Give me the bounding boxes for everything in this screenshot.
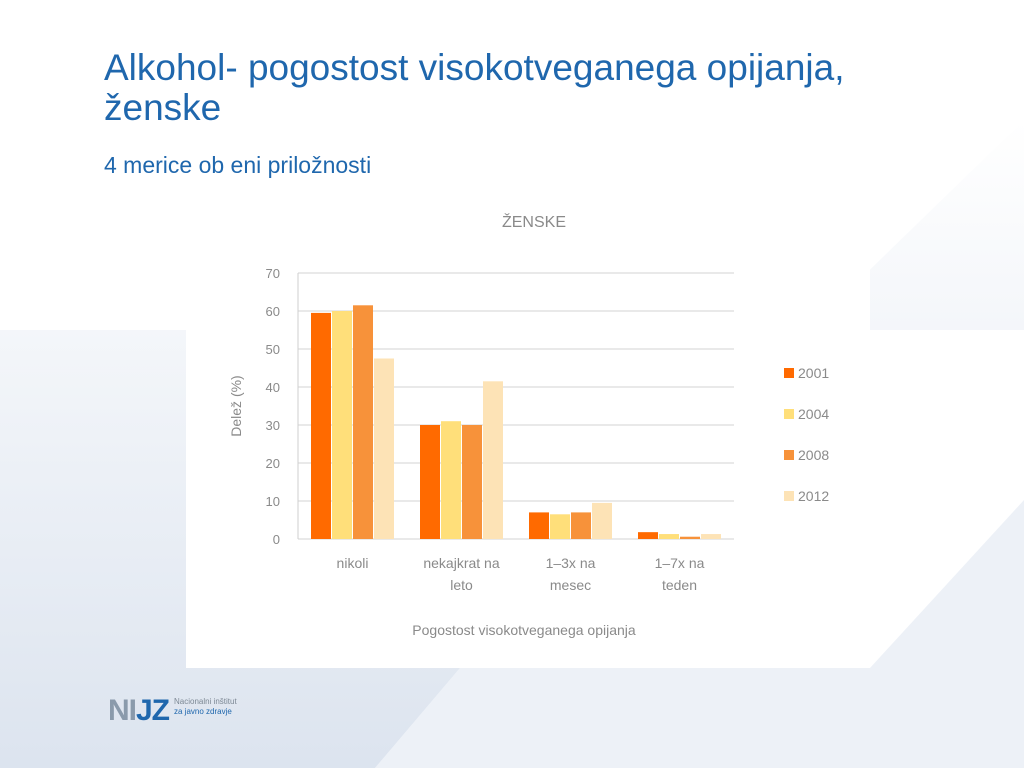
x-tick-label: teden [662,577,697,593]
logo-line1: Nacionalni inštitut [174,697,237,706]
y-axis-label: Delež (%) [228,375,244,436]
bar-2001 [529,512,549,539]
bar-2012 [701,534,721,539]
bar-2004 [659,534,679,539]
legend-swatch-2004 [784,409,794,419]
logo-mark: NIJZ [108,694,170,728]
logo-line2: za javno zdravje [174,707,232,716]
chart-title: ŽENSKE [502,212,566,231]
y-tick-label: 0 [273,532,280,547]
bar-2008 [571,512,591,539]
slide-subtitle: 4 merice ob eni priložnosti [104,152,372,178]
legend-label-2004: 2004 [798,406,829,422]
x-tick-label: nikoli [337,555,369,571]
bar-2008 [353,305,373,539]
bar-2004 [441,421,461,539]
x-tick-label: 1–3x na [546,555,596,571]
x-tick-label: 1–7x na [655,555,705,571]
bar-2012 [483,381,503,539]
bar-2012 [374,358,394,539]
y-tick-label: 40 [266,380,280,395]
y-tick-label: 60 [266,304,280,319]
legend-label-2001: 2001 [798,365,829,381]
y-tick-label: 10 [266,494,280,509]
legend-swatch-2001 [784,368,794,378]
y-tick-label: 70 [266,266,280,281]
logo-mark-jz: JZ [136,694,170,727]
y-tick-label: 20 [266,456,280,471]
y-tick-label: 50 [266,342,280,357]
logo-text: Nacionalni inštitut za javno zdravje [174,697,264,717]
y-tick-label: 30 [266,418,280,433]
x-tick-label: leto [450,577,473,593]
bar-2012 [592,502,612,539]
x-axis-label: Pogostost visokotveganega opijanja [412,622,636,638]
bar-chart: ŽENSKE 0 10 20 30 40 50 60 70 Delež (%) nikoli neka… [228,212,829,638]
x-tick-label: mesec [550,577,591,593]
bar-2004 [332,311,352,539]
legend-label-2012: 2012 [798,488,829,504]
bar-2008 [680,536,700,539]
legend-swatch-2012 [784,491,794,501]
bar-2001 [420,425,440,539]
legend-swatch-2008 [784,450,794,460]
bar-2008 [462,425,482,539]
chart-panel: ŽENSKE 0 10 20 30 40 50 60 70 Delež (%) nikoli neka… [186,196,870,668]
x-tick-label: nekajkrat na [423,555,499,571]
slide-title: Alkohol- pogostost visokotveganega opija… [104,47,845,128]
nijz-logo: NIJZ Nacionalni inštitut za javno zdravj… [108,694,268,734]
legend-label-2008: 2008 [798,447,829,463]
logo-mark-ni: NI [108,694,137,727]
bar-2001 [311,312,331,539]
bar-2004 [550,514,570,539]
bar-2001 [638,532,658,539]
